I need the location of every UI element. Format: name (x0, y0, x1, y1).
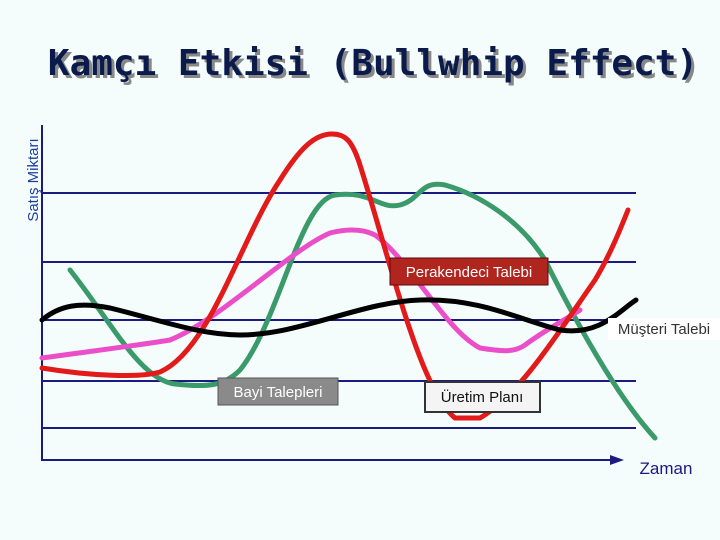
customer-label: Müşteri Talebi (618, 321, 710, 338)
x-axis-arrow (610, 455, 624, 465)
production-label: Üretim Planı (441, 388, 524, 406)
title-shadow: Kamçı Etkisi (Bullwhip Effect) (51, 46, 701, 87)
customer-box (608, 318, 720, 340)
retailer-box (389, 257, 549, 286)
y-axis-label: Satış Miktarı (25, 138, 42, 221)
retailer-label: Perakendeci Talebi (406, 264, 532, 281)
x-axis-label: Zaman (640, 459, 693, 478)
dealer-box (217, 377, 339, 406)
retailer-curve (39, 227, 583, 361)
title: Kamçı Etkisi (Bullwhip Effect) (48, 43, 698, 84)
customer-curve (39, 297, 639, 338)
production-box (424, 381, 541, 413)
dealer-label: Bayi Talepleri (234, 384, 323, 401)
